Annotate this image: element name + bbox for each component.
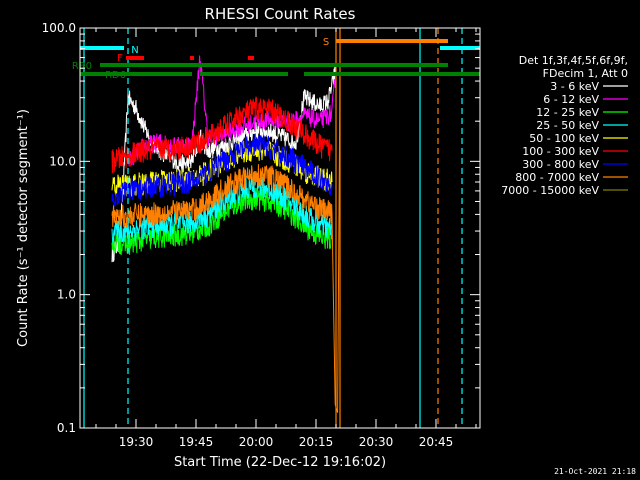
- y-tick-label: 0.1: [57, 421, 76, 435]
- x-tick-label: 20:15: [299, 435, 334, 449]
- legend-header-line: FDecim 1, Att 0: [543, 67, 628, 80]
- legend-entry-7000-15000-kev: 7000 - 15000 keV: [501, 184, 599, 197]
- chart-title: RHESSI Count Rates: [205, 5, 356, 23]
- legend-header-line: Det 1f,3f,4f,5f,6f,9f,: [519, 54, 628, 67]
- x-tick-label: 20:45: [419, 435, 454, 449]
- state-label-s: S: [323, 37, 329, 48]
- legend-entry-100-300-kev: 100 - 300 keV: [522, 145, 599, 158]
- state-label-rb0: RB0: [72, 61, 92, 72]
- state-label-f: F: [117, 53, 123, 64]
- series-line-800-7000-kev: [111, 68, 341, 413]
- state-bar-f: F: [117, 53, 254, 64]
- series-100-300-kev: [111, 96, 333, 174]
- series-300-800-kev: [111, 133, 333, 207]
- y-axis-label: Count Rate (s⁻¹ detector segment⁻¹): [16, 109, 31, 347]
- x-tick-label: 19:30: [119, 435, 154, 449]
- series-line-25-50-kev: [111, 175, 333, 243]
- footer-timestamp: 21-Oct-2021 21:18: [554, 467, 636, 476]
- x-tick-label: 19:45: [179, 435, 214, 449]
- legend-entry-6-12-kev: 6 - 12 keV: [543, 93, 599, 106]
- state-bar-s: S: [323, 37, 448, 48]
- state-bar-rb0: RB0: [72, 61, 448, 72]
- series-layer: [111, 55, 341, 413]
- y-tick-label: 1.0: [57, 288, 76, 302]
- legend-entry-3-6-kev: 3 - 6 keV: [550, 80, 599, 93]
- plot-frame: [79, 27, 481, 429]
- series-25-50-kev: [111, 175, 333, 243]
- axes: 0.1 1.0 10.0 100.0 19:30 19:45 20:00 20:15 20:30…: [42, 21, 480, 449]
- series-line-300-800-kev: [111, 133, 333, 207]
- legend-entry-12-25-kev: 12 - 25 keV: [536, 106, 599, 119]
- state-bars: NF S RB0 RD6: [72, 37, 480, 81]
- vertical-markers: [83, 28, 463, 428]
- legend-entry-50-100-kev: 50 - 100 keV: [529, 132, 599, 145]
- legend: Det 1f,3f,4f,5f,6f,9f,FDecim 1, Att 03 -…: [501, 54, 628, 197]
- legend-entry-25-50-kev: 25 - 50 keV: [536, 119, 599, 132]
- state-bar-n: N: [80, 45, 480, 56]
- x-tick-label: 20:00: [239, 435, 274, 449]
- series-line-100-300-kev: [111, 96, 333, 174]
- x-tick-label: 20:30: [359, 435, 394, 449]
- state-label-rd6: RD6: [105, 70, 126, 81]
- y-tick-label: 100.0: [42, 21, 76, 35]
- state-bar-rd6: RD6: [80, 70, 480, 81]
- series-800-7000-kev: [111, 68, 341, 413]
- legend-entry-300-800-kev: 300 - 800 keV: [522, 158, 599, 171]
- state-label-n: N: [131, 45, 138, 56]
- legend-entry-800-7000-kev: 800 - 7000 keV: [515, 171, 599, 184]
- y-tick-label: 10.0: [49, 154, 76, 168]
- x-axis-label: Start Time (22-Dec-12 19:16:02): [174, 455, 386, 470]
